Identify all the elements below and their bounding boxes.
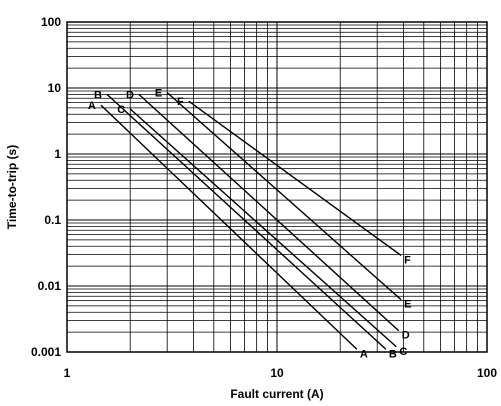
y-tick-label: 10 bbox=[48, 81, 62, 95]
series-end-label-C: C bbox=[399, 346, 407, 358]
y-tick-label: 0.001 bbox=[31, 345, 61, 359]
series-line-B bbox=[106, 93, 387, 350]
y-tick-label: 100 bbox=[41, 15, 61, 29]
y-tick-label: 0.01 bbox=[38, 279, 62, 293]
series-line-F bbox=[188, 100, 402, 257]
series-line-E bbox=[166, 92, 402, 301]
series-end-label-B: B bbox=[389, 348, 397, 360]
y-tick-label: 1 bbox=[54, 147, 61, 161]
series-end-label-D: D bbox=[402, 330, 410, 342]
y-axis-label: Time-to-trip (s) bbox=[5, 145, 19, 229]
series-start-label-E: E bbox=[155, 88, 162, 100]
series-start-label-F: F bbox=[177, 96, 184, 108]
x-axis-label: Fault current (A) bbox=[230, 387, 323, 401]
x-tick-label: 1 bbox=[64, 366, 71, 380]
series-end-label-F: F bbox=[404, 254, 411, 266]
series-end-label-A: A bbox=[360, 348, 368, 360]
x-tick-label: 10 bbox=[270, 366, 284, 380]
series-start-label-B: B bbox=[94, 89, 102, 101]
series-start-label-C: C bbox=[117, 104, 125, 116]
x-tick-labels: 1 10 100 bbox=[64, 366, 498, 380]
x-tick-label: 100 bbox=[477, 366, 497, 380]
series-start-label-D: D bbox=[126, 89, 134, 101]
series-start-label-A: A bbox=[88, 100, 96, 112]
series-end-label-E: E bbox=[404, 299, 411, 311]
y-tick-label: 0.1 bbox=[44, 213, 61, 227]
plot-frame bbox=[66, 21, 488, 353]
grid bbox=[67, 22, 487, 352]
series-line-D bbox=[138, 93, 400, 332]
series-line-C bbox=[129, 108, 397, 348]
y-tick-labels: 100 10 1 0.1 0.01 0.001 bbox=[31, 15, 61, 359]
series-line-A bbox=[100, 104, 358, 350]
